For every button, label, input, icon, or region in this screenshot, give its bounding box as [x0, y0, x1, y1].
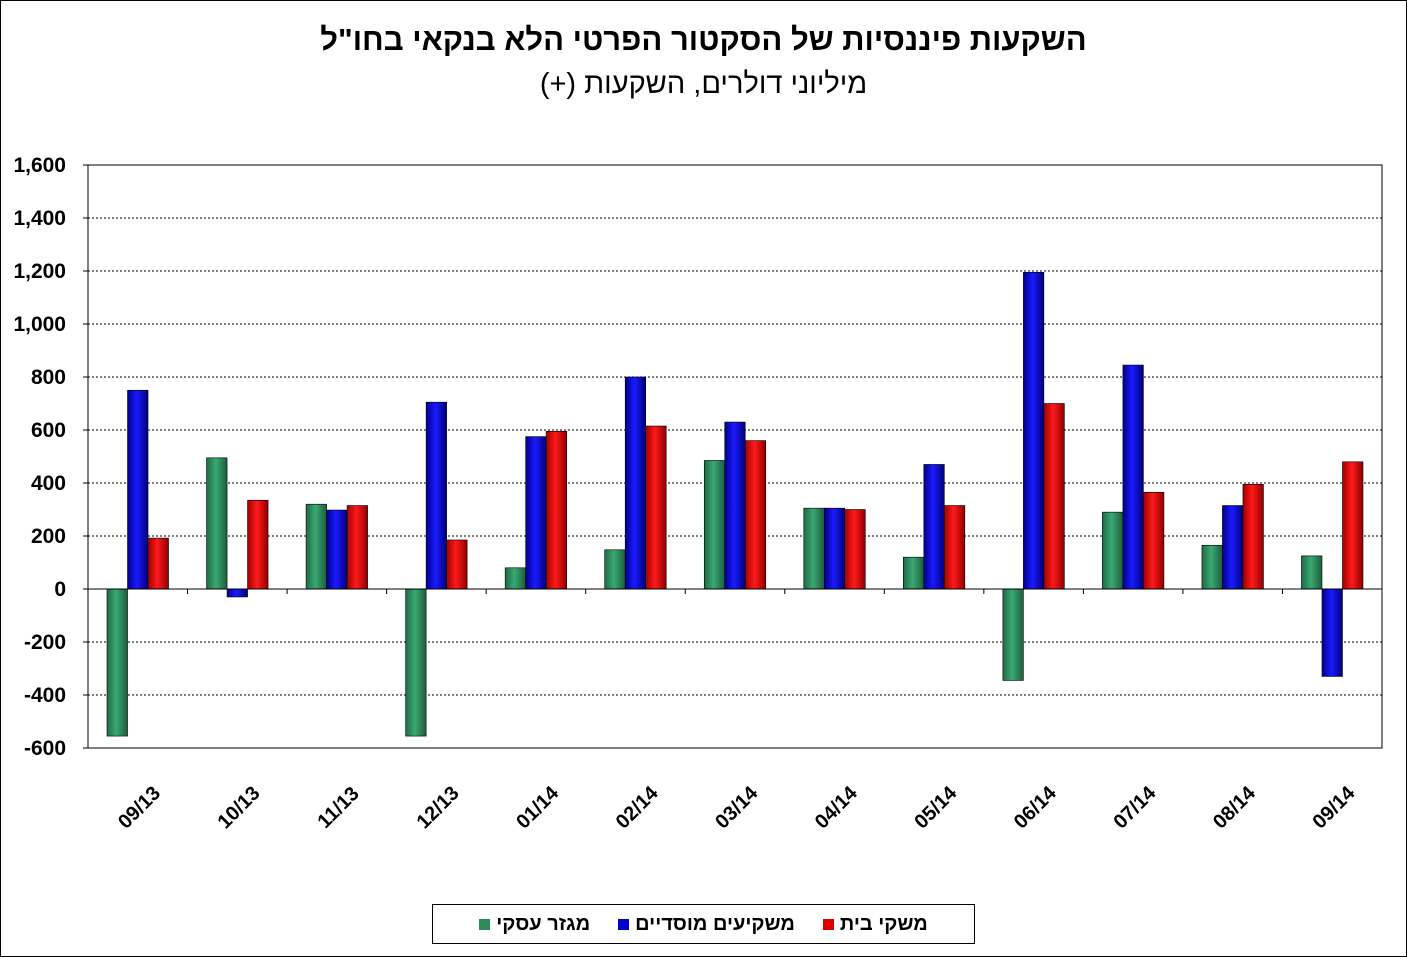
- x-tick-label: 06/14: [1010, 782, 1062, 834]
- bar-09-13-series-0: [106, 588, 128, 737]
- x-tick-label: 12/13: [413, 782, 464, 833]
- bar-01-14-series-0: [504, 567, 526, 590]
- bar-12-13-series-1: [425, 401, 447, 590]
- bar-05-14-series-1: [923, 464, 945, 590]
- bar-10-13-series-1: [226, 588, 248, 598]
- bar-02-14-series-0: [604, 549, 626, 590]
- bar-06-14-series-2: [1043, 403, 1065, 590]
- y-tick-label: 200: [31, 525, 66, 548]
- bar-09-13-series-1: [127, 389, 149, 590]
- x-tick-label: 05/14: [910, 782, 962, 834]
- y-tick-label: 600: [31, 419, 66, 442]
- bar-11-13-series-2: [346, 505, 368, 590]
- bar-chart: -600 -400 -200 0 200 400 600 800 1,000 1,200 1,400…: [13, 154, 1383, 834]
- bar-03-14-series-1: [724, 421, 746, 590]
- bar-06-14-series-0: [1002, 588, 1024, 681]
- x-tick-label: 11/13: [314, 783, 364, 833]
- bar-06-14-series-1: [1023, 272, 1045, 590]
- x-tick-label: 02/14: [612, 782, 664, 834]
- bar-12-13-series-2: [446, 539, 468, 590]
- y-tick-label: 0: [54, 578, 66, 601]
- bar-08-14-series-2: [1242, 484, 1264, 590]
- legend-item-series-2: משקי בית: [822, 912, 928, 936]
- bar-07-14-series-0: [1102, 511, 1124, 590]
- bar-09-14-series-0: [1301, 555, 1323, 590]
- bar-10-13-series-2: [247, 499, 269, 590]
- y-tick-label: 1,000: [13, 313, 66, 336]
- legend-swatch-red: [822, 918, 834, 930]
- y-tick-label: 1,200: [13, 260, 66, 283]
- chart-subtitle: מיליוני דולרים, השקעות (+): [539, 68, 868, 100]
- gridlines: [87, 164, 1383, 749]
- bar-04-14-series-1: [823, 507, 846, 590]
- chart-title: השקעות פיננסיות של הסקטור הפרטי הלא בנקא…: [320, 22, 1087, 57]
- bar-08-14-series-1: [1222, 505, 1244, 590]
- x-tick-label: 01/14: [512, 782, 564, 834]
- x-tick-label: 10/13: [214, 782, 265, 833]
- legend-item-series-1: משקיעים מוסדיים: [618, 913, 795, 936]
- bar-05-14-series-2: [944, 505, 966, 590]
- plot-area: [87, 164, 1383, 749]
- bar-09-13-series-2: [147, 537, 169, 590]
- bar-01-14-series-2: [545, 431, 567, 590]
- bar-05-14-series-0: [903, 556, 925, 590]
- bar-04-14-series-2: [844, 509, 866, 590]
- bar-03-14-series-2: [744, 440, 767, 590]
- legend-label: מגזר עסקי: [496, 912, 591, 935]
- bar-10-13-series-0: [206, 457, 228, 590]
- bar-07-14-series-2: [1143, 491, 1165, 590]
- bar-11-13-series-1: [326, 509, 348, 590]
- y-tick-label: -200: [24, 631, 66, 654]
- y-tick-label: 400: [31, 472, 66, 495]
- y-tick-label: 1,400: [13, 207, 66, 230]
- bar-04-14-series-0: [803, 507, 825, 590]
- bar-03-14-series-0: [703, 460, 726, 590]
- legend-item-series-0: מגזר עסקי: [479, 913, 590, 936]
- bar-02-14-series-2: [645, 425, 667, 590]
- bar-01-14-series-1: [525, 436, 547, 590]
- bar-11-13-series-0: [305, 503, 327, 590]
- x-tick-label: 04/14: [811, 782, 863, 834]
- bars: [106, 272, 1364, 737]
- y-tick-label: 800: [31, 366, 66, 389]
- x-tick-label: 03/14: [711, 782, 763, 834]
- y-tick-label: 1,600: [13, 154, 66, 177]
- legend: מגזר עסקי משקיעים מוסדיים משקי בית: [432, 904, 975, 944]
- y-tick-label: -600: [24, 737, 66, 760]
- legend-label: משקיעים מוסדיים: [635, 912, 795, 935]
- legend-swatch-blue: [618, 918, 630, 930]
- legend-swatch-green: [479, 918, 491, 930]
- x-tick-label: 08/14: [1209, 782, 1261, 834]
- x-tick-label: 07/14: [1109, 782, 1161, 834]
- x-tick-label: 09/14: [1309, 782, 1361, 834]
- x-tick-label: 09/13: [114, 782, 165, 833]
- bar-08-14-series-0: [1201, 544, 1223, 590]
- y-tick-label: -400: [24, 684, 66, 707]
- legend-label: משקי בית: [839, 912, 928, 935]
- bar-12-13-series-0: [405, 588, 427, 737]
- bar-02-14-series-1: [624, 376, 647, 590]
- bar-09-14-series-2: [1342, 461, 1364, 590]
- bar-09-14-series-1: [1321, 588, 1343, 677]
- bar-07-14-series-1: [1122, 364, 1144, 590]
